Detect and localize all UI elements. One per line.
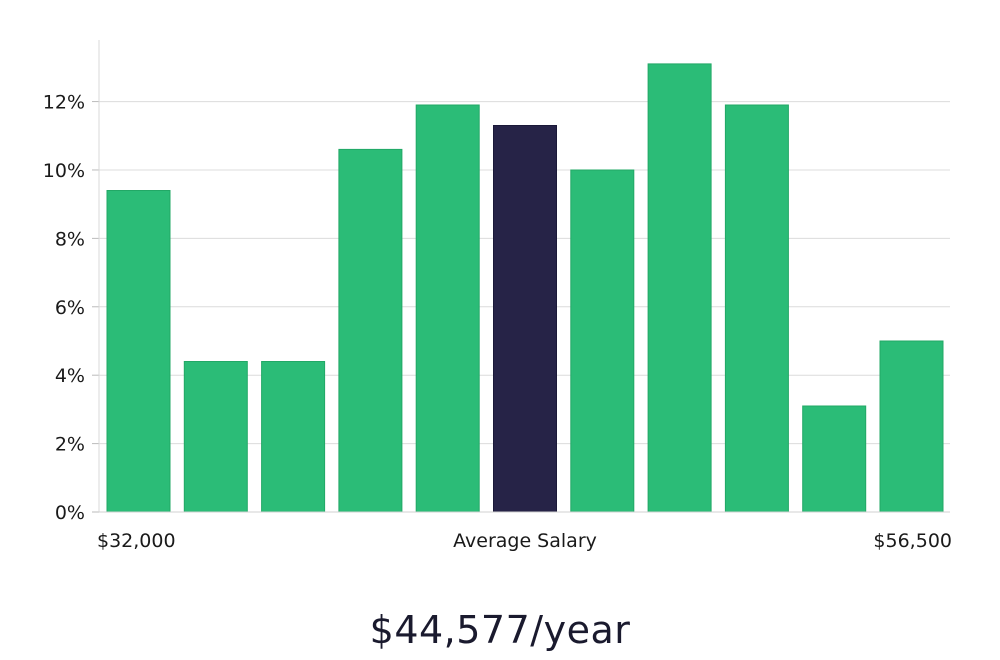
y-tick-label: 10% — [43, 160, 85, 182]
y-tick-label: 0% — [55, 502, 85, 524]
labels-layer: $32,000 Average Salary $56,500 — [97, 530, 952, 552]
bars-layer — [106, 63, 944, 513]
grid-layer: 0% 2% 4% 6% 8% 10% 12% — [43, 92, 950, 524]
average-salary-value: $44,577/year — [369, 608, 631, 652]
bar — [647, 63, 712, 513]
bar-highlighted — [493, 125, 557, 513]
y-tick-label: 8% — [55, 228, 85, 250]
bar — [261, 361, 326, 513]
axis-layer — [98, 40, 950, 513]
y-tick-label: 12% — [43, 92, 85, 114]
bar — [570, 169, 635, 513]
y-tick-label: 6% — [55, 297, 85, 319]
bar — [183, 361, 248, 513]
bar — [338, 148, 403, 513]
bar — [879, 340, 944, 513]
chart-svg: 0% 2% 4% 6% 8% 10% 12% $32,000 Average Salary … — [43, 40, 952, 552]
x-axis-title: Average Salary — [453, 530, 597, 552]
range-max-label: $56,500 — [873, 530, 952, 552]
y-tick-label: 2% — [55, 434, 85, 456]
bar — [724, 104, 789, 513]
bar — [106, 190, 171, 513]
bar — [802, 405, 867, 513]
bar — [415, 104, 480, 513]
range-min-label: $32,000 — [97, 530, 176, 552]
y-tick-label: 4% — [55, 365, 85, 387]
